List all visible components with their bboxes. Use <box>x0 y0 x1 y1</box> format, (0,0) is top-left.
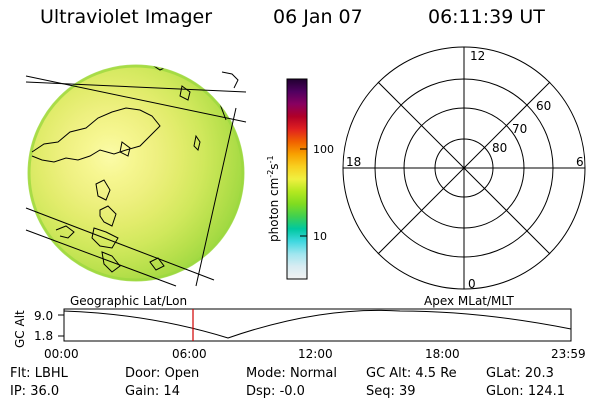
mlt-0-label: 0 <box>468 277 476 291</box>
seq-value: 39 <box>399 384 416 399</box>
island-south-1 <box>99 205 117 227</box>
instrument-title: Ultraviolet Imager <box>40 6 213 28</box>
gain-value: 14 <box>163 384 180 399</box>
colorbar-label-10: 10 <box>313 230 327 243</box>
lat-line-3 <box>25 207 215 281</box>
mlt-12-label: 12 <box>470 49 485 63</box>
orbit-xticks: 00:00 06:00 12:00 18:00 23:59 <box>44 347 586 361</box>
orbit-xtick-4: 23:59 <box>551 347 586 361</box>
status-filter: Flt: LBHL <box>10 366 68 381</box>
lat-line-2 <box>25 81 247 93</box>
orbit-altitude-curve <box>63 309 572 339</box>
island-south-3 <box>101 251 121 273</box>
coast-outside <box>221 71 239 89</box>
mlat-60-label: 60 <box>536 99 551 113</box>
island-south-2 <box>91 227 119 249</box>
coast-west <box>31 107 161 163</box>
gc-alt-value: 4.5 Re <box>415 366 457 381</box>
orbit-xtick-1: 06:00 <box>172 347 207 361</box>
uv-disk <box>28 65 244 281</box>
mlat-80-label: 80 <box>492 141 507 155</box>
uv-image-panel <box>25 64 247 287</box>
orbit-ytick-label-top: 9.0 <box>34 309 53 323</box>
polar-labels: 12 18 6 0 60 70 80 <box>346 49 584 291</box>
status-glon: GLon: 124.1 <box>486 384 566 399</box>
observation-date: 06 Jan 07 <box>273 6 363 28</box>
observation-time: 06:11:39 UT <box>428 6 545 28</box>
island-west <box>119 141 131 157</box>
disk-rim <box>27 64 245 282</box>
polar-diagonal-2 <box>377 81 551 255</box>
coast-southwest <box>55 225 75 239</box>
ip-value: 36.0 <box>30 384 60 399</box>
mlat-70-label: 70 <box>512 122 527 136</box>
orbit-xtick-2: 12:00 <box>298 347 333 361</box>
island-east <box>193 134 201 151</box>
mlt-6-label: 6 <box>576 155 584 169</box>
lat-line-4 <box>25 229 177 287</box>
apex-label: Apex MLat/MLT <box>424 294 514 308</box>
lon-line-1 <box>195 107 237 287</box>
glat-value: 20.3 <box>524 366 554 381</box>
filter-value: LBHL <box>34 366 68 381</box>
island-north <box>179 85 191 101</box>
island-southeast <box>149 257 165 271</box>
status-door: Door: Open <box>125 366 200 381</box>
orbit-plot-frame <box>63 308 572 342</box>
orbit-xtick-0: 00:00 <box>44 347 79 361</box>
orbit-ylabel: GC Alt <box>13 310 27 348</box>
colorbar: 100 10 photon cm-2s-1 <box>266 78 334 280</box>
status-seq: Seq: 39 <box>366 384 416 399</box>
door-value: Open <box>164 366 200 381</box>
mode-value: Normal <box>289 366 337 381</box>
colorbar-label-100: 100 <box>313 143 334 156</box>
glon-value: 124.1 <box>527 384 566 399</box>
geographic-label: Geographic Lat/Lon <box>70 294 187 308</box>
orbit-plot: GC Alt 9.0 1.8 00:00 06:00 12:00 18:00 2… <box>13 308 586 361</box>
status-gc-alt: GC Alt: 4.5 Re <box>366 366 457 381</box>
status-ip: IP: 36.0 <box>10 384 60 399</box>
mlt-18-label: 18 <box>346 155 361 169</box>
dsp-value: -0.0 <box>279 384 305 399</box>
status-dsp: Dsp: -0.0 <box>246 384 305 399</box>
polar-plot <box>342 46 586 290</box>
geo-grid-lines <box>25 75 247 287</box>
status-glat: GLat: 20.3 <box>486 366 554 381</box>
island-center <box>95 179 111 201</box>
colorbar-gradient <box>286 78 308 280</box>
status-gain: Gain: 14 <box>125 384 180 399</box>
orbit-ytick-label-bottom: 1.8 <box>34 329 53 343</box>
colorbar-unit-label: photon cm-2s-1 <box>266 155 281 242</box>
status-mode: Mode: Normal <box>246 366 337 381</box>
orbit-xtick-3: 18:00 <box>425 347 460 361</box>
